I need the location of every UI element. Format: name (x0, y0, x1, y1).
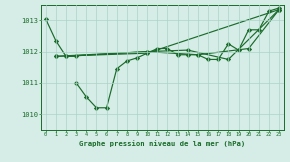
X-axis label: Graphe pression niveau de la mer (hPa): Graphe pression niveau de la mer (hPa) (79, 140, 246, 147)
